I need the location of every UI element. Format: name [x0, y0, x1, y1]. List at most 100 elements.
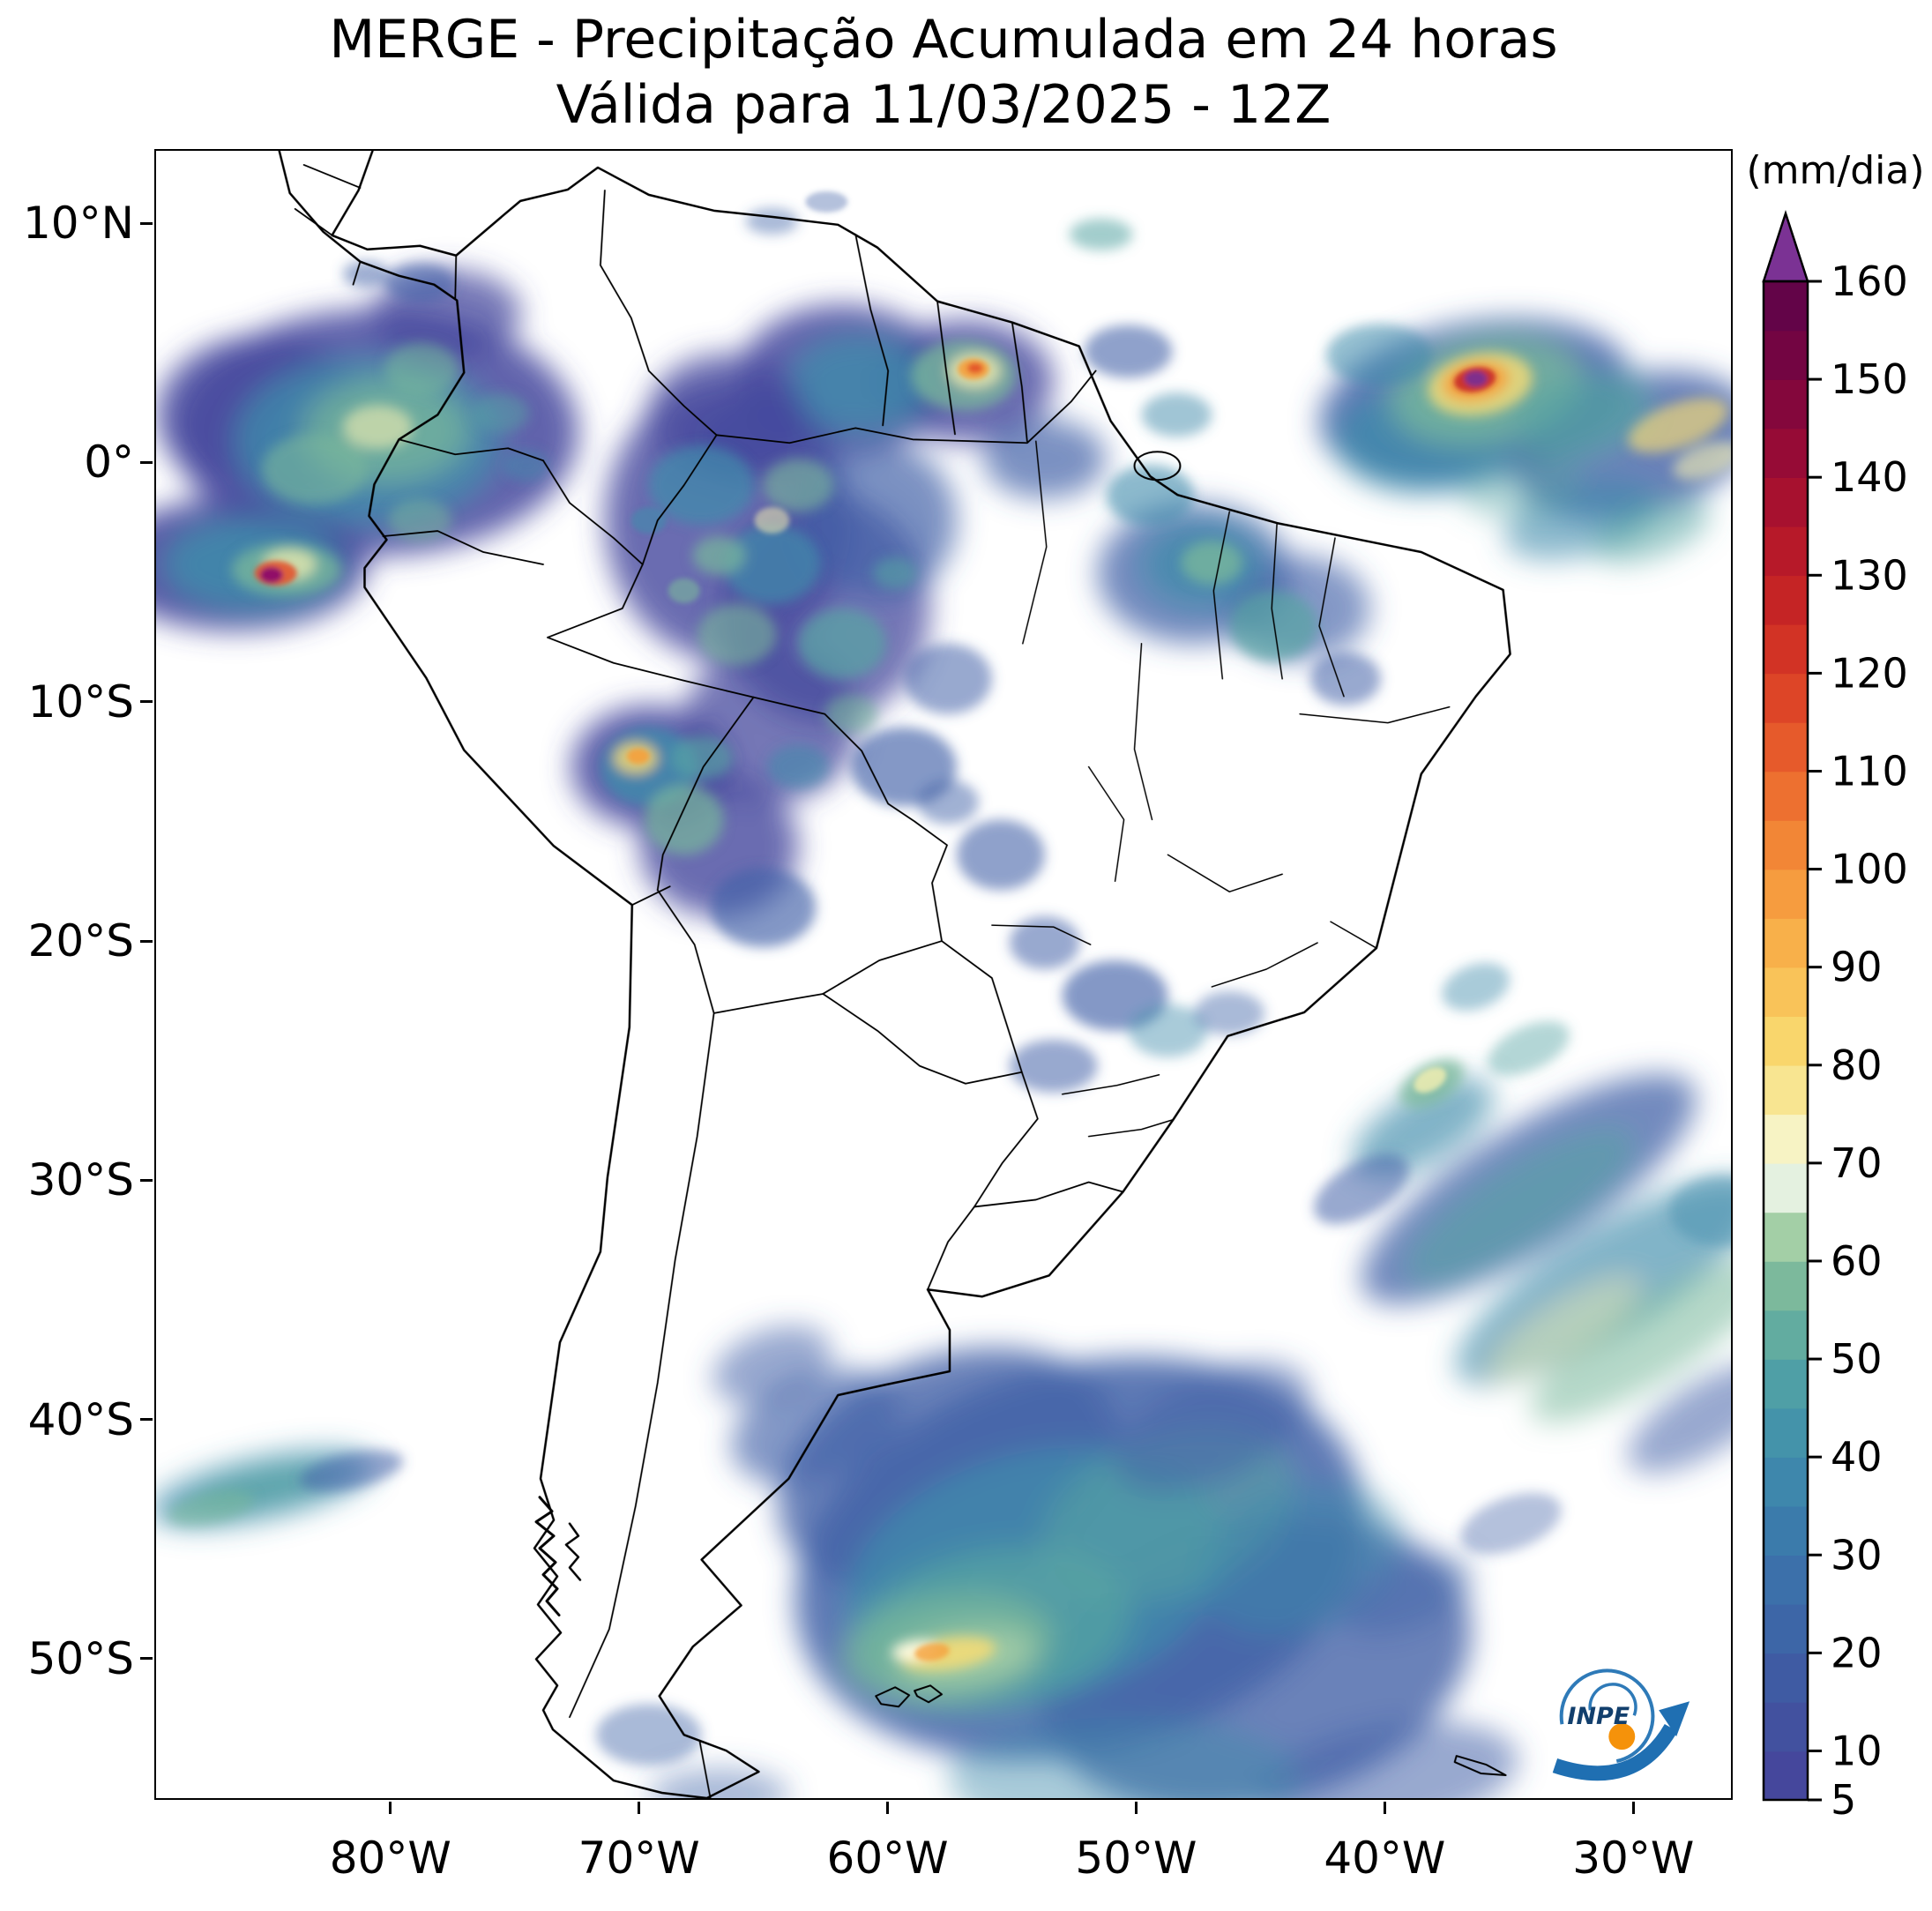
colorbar-tick-label: 5	[1831, 1776, 1856, 1824]
logo-orange-dot	[1608, 1723, 1636, 1751]
colorbar-tick-label: 120	[1831, 649, 1908, 697]
map-plot-area: INPE	[154, 149, 1733, 1800]
precip-blob	[644, 784, 724, 855]
colorbar-segment	[1764, 1064, 1808, 1116]
y-tick-mark	[140, 460, 153, 464]
y-tick-mark	[140, 1178, 153, 1182]
y-tick-label: 10°N	[22, 198, 134, 250]
x-tick-label: 80°W	[329, 1833, 451, 1884]
precip-blob	[1406, 1129, 1634, 1285]
colorbar-tick-label: 30	[1831, 1531, 1883, 1579]
colorbar: 510 20 30 40 50 60 70 80 90 100 110 120 130 140 150 160	[1762, 209, 1908, 1824]
x-tick-label: 30°W	[1572, 1833, 1695, 1884]
precip-blob	[712, 1325, 832, 1405]
precip-blob	[763, 459, 834, 512]
precip-blob	[1512, 374, 1651, 459]
colorbar-tick-label: 160	[1831, 258, 1908, 305]
precip-blob	[1257, 1721, 1518, 1798]
colorbar-segment	[1764, 623, 1808, 675]
x-tick-label: 40°W	[1324, 1833, 1446, 1884]
x-tick-mark	[886, 1802, 890, 1814]
precip-blob	[342, 405, 414, 450]
colorbar-segment	[1764, 281, 1808, 332]
colorbar-segment	[1764, 820, 1808, 870]
precip-blob	[648, 1768, 790, 1798]
precip-blob	[1669, 1176, 1731, 1247]
colorbar-tick-label: 20	[1831, 1629, 1883, 1676]
logo-arrow-head	[1659, 1701, 1690, 1737]
colorbar-segment	[1764, 1016, 1808, 1066]
x-tick-label: 50°W	[1075, 1833, 1197, 1884]
precip-blob	[692, 536, 746, 575]
colorbar-segment	[1764, 1751, 1808, 1801]
x-tick-label: 60°W	[826, 1833, 949, 1884]
colorbar-segment	[1764, 1212, 1808, 1262]
colorbar-tick-label: 130	[1831, 551, 1908, 599]
precip-blob	[1069, 218, 1133, 250]
y-tick-label: 10°S	[27, 676, 134, 728]
colorbar-segment	[1764, 428, 1808, 478]
precip-blob	[1628, 398, 1729, 453]
precipitation-map-svg: INPE	[156, 151, 1731, 1798]
colorbar-segment	[1764, 1162, 1808, 1213]
precip-blob	[1530, 1258, 1731, 1422]
logo-arrow-shaft	[1552, 1723, 1678, 1781]
colorbar-unit-label: (mm/dia)	[1746, 148, 1925, 193]
colorbar-segment	[1764, 1457, 1808, 1507]
precip-blob	[1460, 1492, 1562, 1555]
precip-blob	[1326, 324, 1432, 386]
colorbar-segment	[1764, 1555, 1808, 1605]
precip-blob	[904, 643, 992, 714]
precip-blob	[798, 441, 957, 600]
precip-blob	[1194, 990, 1265, 1035]
logo-text: INPE	[1567, 1703, 1630, 1730]
precip-blob	[798, 608, 887, 679]
precip-blob	[1009, 916, 1080, 970]
precip-blob	[745, 207, 799, 235]
precip-field-medium-cells	[167, 207, 1731, 1766]
precip-blob	[1352, 1077, 1495, 1178]
colorbar-tick-label: 70	[1831, 1139, 1883, 1187]
y-tick-mark	[140, 1418, 153, 1422]
precip-blob	[710, 868, 817, 948]
colorbar-tick-label: 50	[1831, 1335, 1883, 1383]
precip-blob	[1460, 452, 1583, 518]
colorbar-segment	[1764, 918, 1808, 968]
x-tick-mark	[638, 1802, 641, 1814]
colorbar-tick-label: 140	[1831, 453, 1908, 501]
precip-blob	[626, 748, 650, 765]
precip-field-large-cells	[156, 269, 1731, 1798]
precip-blob	[824, 694, 878, 734]
colorbar-segment	[1764, 1114, 1808, 1164]
precip-blob	[384, 263, 456, 302]
colorbar-segment	[1764, 330, 1808, 380]
precip-blob	[259, 566, 283, 583]
precip-blob	[668, 578, 700, 603]
x-tick-mark	[389, 1802, 392, 1814]
precip-blob	[1084, 325, 1173, 378]
precip-blob	[767, 744, 830, 789]
precip-blob	[384, 342, 459, 396]
precip-blob	[1310, 652, 1381, 705]
colorbar-segment	[1764, 1359, 1808, 1409]
colorbar-segment	[1764, 379, 1808, 429]
precip-blob	[1338, 1553, 1473, 1635]
precip-blob	[646, 353, 806, 477]
precip-blob	[1229, 590, 1318, 661]
precip-blob	[966, 362, 983, 374]
precip-blob	[1488, 1278, 1640, 1382]
precip-blob	[1106, 465, 1195, 527]
precip-blob	[299, 1450, 404, 1491]
colorbar-segment	[1764, 1603, 1808, 1654]
precip-blob	[948, 1717, 1301, 1798]
precip-blob	[754, 507, 790, 534]
colorbar-extend-arrow	[1762, 209, 1809, 283]
state-borders	[991, 440, 1451, 1138]
precip-blob	[1009, 1039, 1098, 1093]
y-tick-label: 50°S	[27, 1632, 134, 1684]
title-line-2: Válida para 11/03/2025 - 12Z	[556, 74, 1332, 136]
x-tick-label: 70°W	[578, 1833, 700, 1884]
precip-blob	[1414, 1067, 1447, 1094]
colorbar-outline	[1762, 280, 1809, 1802]
y-tick-label: 0°	[84, 437, 134, 489]
